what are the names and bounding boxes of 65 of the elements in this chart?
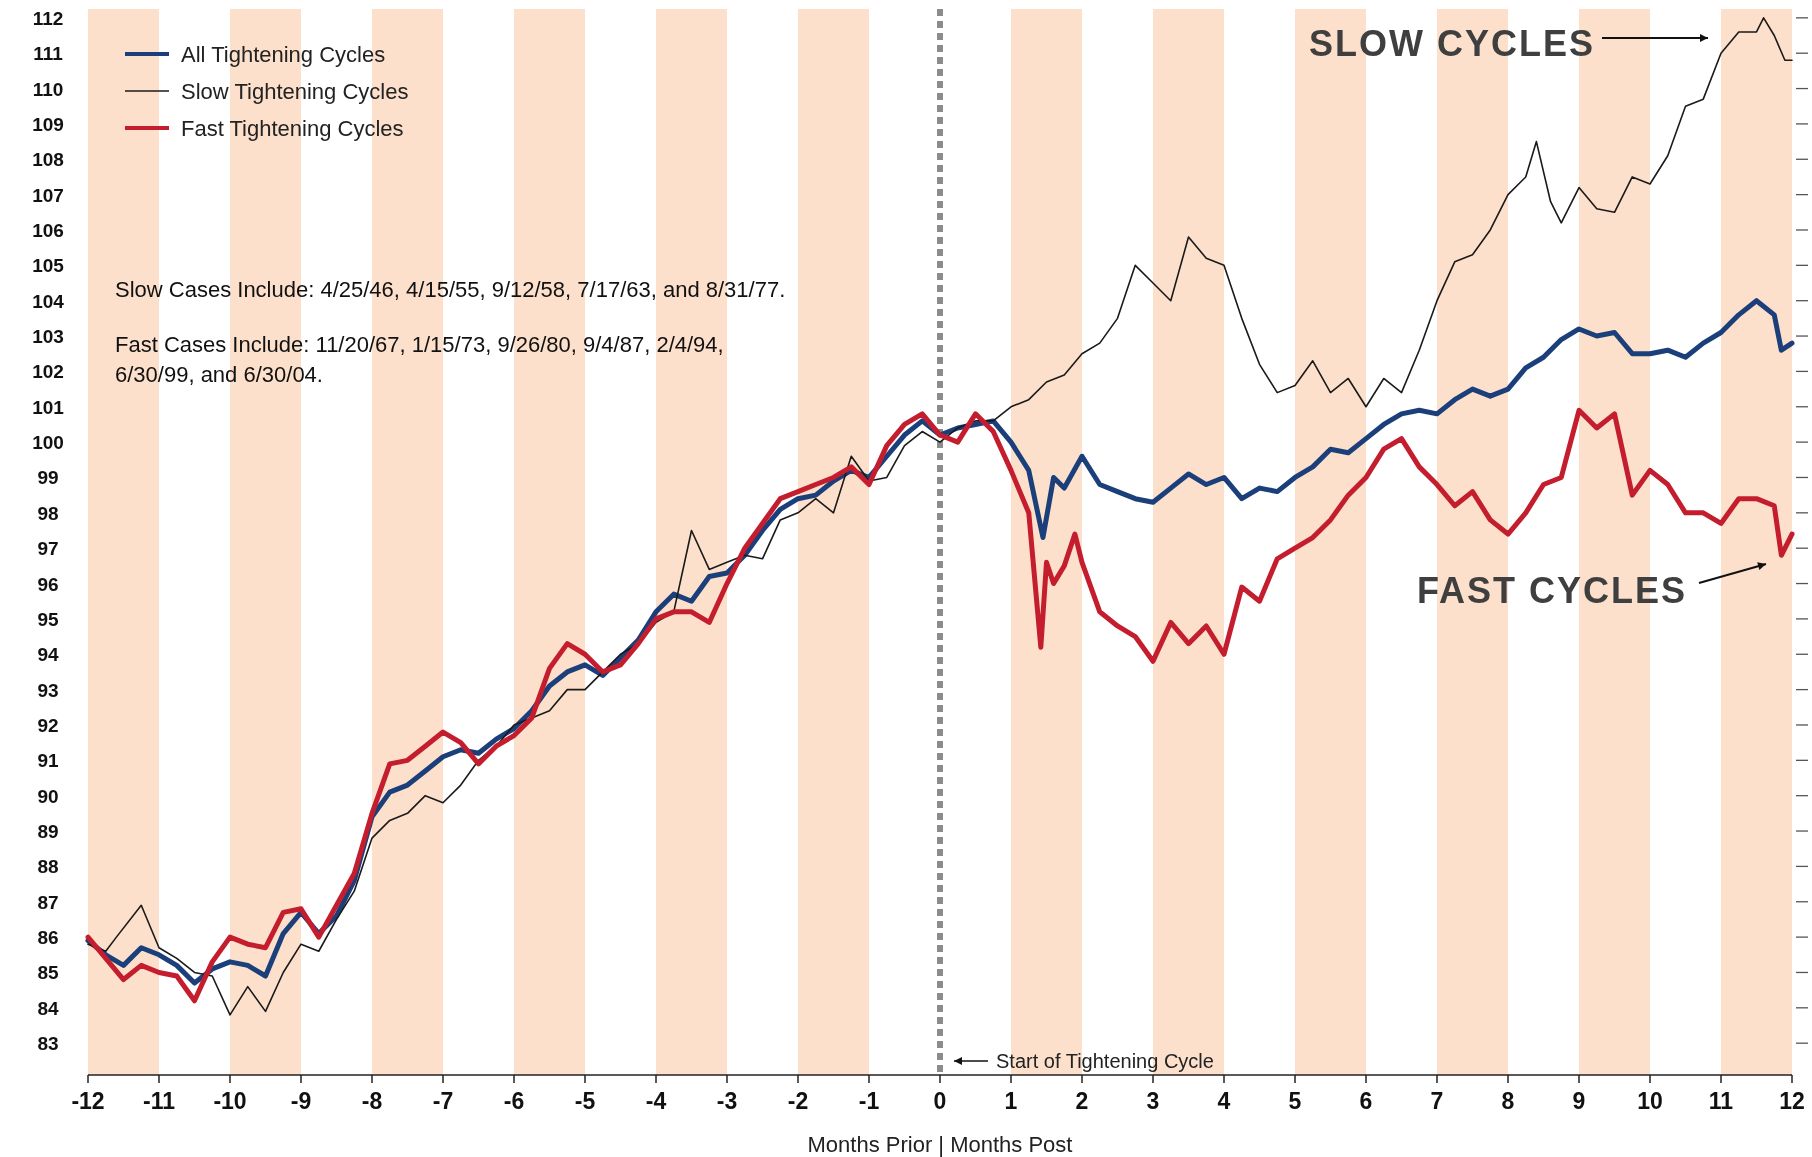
y-tick-label: 88 [37, 856, 59, 878]
x-tick-label: -5 [574, 1088, 596, 1114]
x-tick-label: 4 [1217, 1088, 1231, 1114]
x-tick-label: 10 [1637, 1088, 1663, 1114]
x-tick-label: 2 [1075, 1088, 1089, 1114]
y-tick-label: 112 [32, 7, 64, 29]
y-tick-label: 91 [37, 750, 59, 772]
y-tick-label: 109 [32, 113, 64, 135]
y-tick-label: 83 [37, 1033, 59, 1055]
x-tick-label: 9 [1572, 1088, 1586, 1114]
x-tick-label: 3 [1146, 1088, 1160, 1114]
y-tick-label: 85 [37, 962, 59, 984]
x-tick-label: 12 [1779, 1088, 1805, 1114]
annotation: SLOW CYCLES [1308, 23, 1595, 64]
y-tick-label: 94 [37, 644, 59, 666]
y-tick-label: 90 [37, 785, 59, 807]
y-tick-label: 107 [32, 184, 64, 206]
y-tick-label: 99 [37, 467, 59, 489]
y-tick-label: 106 [32, 219, 64, 241]
annotation: FAST CYCLES [1416, 570, 1687, 611]
x-tick-label: -7 [432, 1088, 454, 1114]
x-tick-label: -8 [361, 1088, 383, 1114]
y-tick-label: 100 [32, 432, 64, 454]
y-tick-label: 96 [37, 573, 59, 595]
x-tick-label: 5 [1288, 1088, 1302, 1114]
legend-label: Slow Tightening Cycles [181, 79, 409, 104]
x-tick-label: -1 [858, 1088, 880, 1114]
x-tick-label: -2 [787, 1088, 809, 1114]
y-tick-label: 95 [37, 608, 59, 630]
y-tick-label: 105 [32, 255, 65, 277]
y-tick-label: 89 [37, 821, 59, 843]
y-tick-label: 92 [37, 714, 59, 736]
x-tick-label: -6 [503, 1088, 525, 1114]
x-tick-label: -10 [213, 1088, 247, 1114]
x-tick-label: -12 [71, 1088, 105, 1114]
y-tick-label: 98 [37, 502, 59, 524]
x-tick-label: 0 [933, 1088, 947, 1114]
x-tick-label: 11 [1708, 1088, 1734, 1114]
x-tick-label: -11 [143, 1088, 176, 1114]
x-tick-label: -9 [290, 1088, 312, 1114]
y-tick-label: 84 [37, 997, 59, 1019]
legend-label: Fast Tightening Cycles [181, 116, 404, 141]
y-tick-label: 97 [37, 538, 59, 560]
y-tick-label: 93 [37, 679, 59, 701]
annotation: Slow Cases Include: 4/25/46, 4/15/55, 9/12/58, 7/17/63, and 8/31/77. [115, 277, 786, 302]
x-tick-label: -4 [645, 1088, 667, 1114]
y-tick-label: 110 [32, 78, 64, 100]
annotation: Fast Cases Include: 11/20/67, 1/15/73, 9/26/80, 9/4/87, 2/4/94, 6/30/99, and 6/30/04. [115, 332, 724, 387]
legend-label: All Tightening Cycles [181, 42, 386, 67]
y-tick-label: 101 [32, 396, 65, 418]
x-tick-label: 8 [1501, 1088, 1515, 1114]
x-tick-label: -3 [716, 1088, 738, 1114]
y-tick-label: 86 [37, 927, 59, 949]
y-tick-label: 111 [33, 43, 64, 65]
x-tick-label: 1 [1004, 1088, 1018, 1114]
y-tick-label: 103 [32, 326, 64, 348]
x-tick-label: 7 [1430, 1088, 1444, 1114]
y-tick-label: 87 [37, 891, 59, 913]
line-series [87, 17, 1793, 1016]
x-axis-title: Months Prior | Months Post [807, 1132, 1073, 1157]
ref-line-label: Start of Tightening Cycle [996, 1050, 1214, 1072]
y-tick-label: 104 [32, 290, 65, 312]
y-tick-label: 102 [32, 361, 64, 383]
x-tick-label: 6 [1359, 1088, 1373, 1114]
y-tick-label: 108 [32, 149, 64, 171]
